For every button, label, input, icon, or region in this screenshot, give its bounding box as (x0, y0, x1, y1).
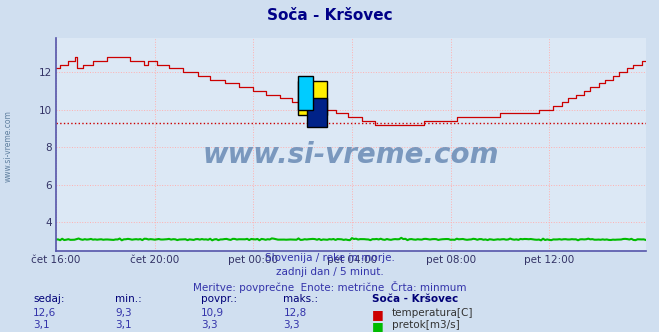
Text: sedaj:: sedaj: (33, 294, 65, 304)
Text: www.si-vreme.com: www.si-vreme.com (203, 141, 499, 169)
Text: 10,9: 10,9 (201, 308, 224, 318)
Text: pretok[m3/s]: pretok[m3/s] (392, 320, 460, 330)
Text: Meritve: povprečne  Enote: metrične  Črta: minmum: Meritve: povprečne Enote: metrične Črta:… (192, 281, 467, 292)
Text: www.si-vreme.com: www.si-vreme.com (3, 110, 13, 182)
Text: 12,8: 12,8 (283, 308, 306, 318)
Text: min.:: min.: (115, 294, 142, 304)
Text: zadnji dan / 5 minut.: zadnji dan / 5 minut. (275, 267, 384, 277)
Text: maks.:: maks.: (283, 294, 318, 304)
Text: 3,1: 3,1 (33, 320, 49, 330)
Text: 12,6: 12,6 (33, 308, 56, 318)
Text: 9,3: 9,3 (115, 308, 132, 318)
Text: Soča - Kršovec: Soča - Kršovec (372, 294, 459, 304)
Text: Slovenija / reke in morje.: Slovenija / reke in morje. (264, 253, 395, 263)
Text: 3,3: 3,3 (201, 320, 217, 330)
Text: 3,1: 3,1 (115, 320, 132, 330)
Text: ■: ■ (372, 308, 384, 321)
Text: temperatura[C]: temperatura[C] (392, 308, 474, 318)
FancyBboxPatch shape (298, 76, 312, 111)
Text: Soča - Kršovec: Soča - Kršovec (267, 8, 392, 23)
FancyBboxPatch shape (306, 98, 328, 127)
Text: ■: ■ (372, 320, 384, 332)
FancyBboxPatch shape (298, 81, 328, 115)
Text: 3,3: 3,3 (283, 320, 300, 330)
Text: povpr.:: povpr.: (201, 294, 237, 304)
